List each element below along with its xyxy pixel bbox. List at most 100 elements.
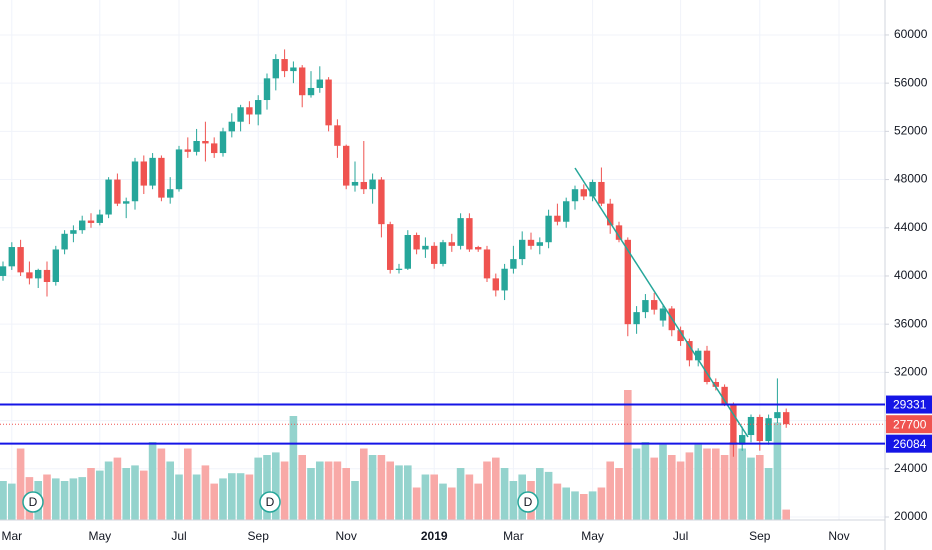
volume-bar <box>386 461 394 520</box>
candle-body <box>149 157 156 186</box>
candle-body <box>527 239 535 246</box>
volume-bar <box>571 491 579 520</box>
candle-body <box>483 249 491 279</box>
x-tick-label: May <box>88 529 111 543</box>
candle-body <box>131 161 139 202</box>
candle-body <box>43 269 51 282</box>
candle-body <box>475 247 482 250</box>
candle-body <box>571 189 579 202</box>
volume-bar <box>0 481 7 520</box>
volume-bar <box>465 474 474 520</box>
volume-bar <box>360 448 368 520</box>
volume-bar <box>668 455 676 520</box>
volume-bar <box>184 448 192 520</box>
x-tick-label: Mar <box>503 529 524 543</box>
volume-bar <box>685 452 694 520</box>
candle-body <box>466 218 473 250</box>
volume-bar <box>720 455 729 520</box>
dividend-marker: D <box>22 491 44 513</box>
volume-bar <box>562 487 570 520</box>
candle-body <box>501 268 508 291</box>
level-label: 29331 <box>893 398 927 412</box>
candle-body <box>651 300 658 310</box>
volume-bar <box>615 468 623 520</box>
candle-body <box>237 107 244 122</box>
volume-bar <box>703 448 711 520</box>
candle-body <box>439 242 447 264</box>
candle-body <box>519 239 526 260</box>
candle-body <box>193 140 200 152</box>
volume-bar <box>122 468 130 520</box>
candle-body <box>272 59 279 79</box>
y-tick-label: 36000 <box>894 316 928 330</box>
marker-circle <box>259 491 281 513</box>
y-tick-label: 56000 <box>894 75 928 89</box>
volume-bar <box>342 468 350 520</box>
volume-bar <box>148 442 157 520</box>
marker-label: D <box>29 495 38 509</box>
candle-body <box>730 403 737 445</box>
volume-bar <box>509 481 518 520</box>
y-tick-label: 48000 <box>894 172 928 186</box>
candle-body <box>299 67 306 96</box>
candle-body <box>448 242 455 246</box>
volume-bar <box>377 455 386 520</box>
candle-body <box>263 78 271 101</box>
volume-bar <box>289 416 298 520</box>
candle-body <box>765 418 772 442</box>
x-tick-label: Sep <box>248 529 270 543</box>
volume-bar <box>782 509 790 520</box>
volume-bar <box>272 452 280 520</box>
candle-body <box>246 107 253 115</box>
candle-body <box>8 247 15 267</box>
volume-bar <box>113 457 122 520</box>
x-tick-label: 2019 <box>421 529 448 543</box>
candle-body <box>422 245 429 250</box>
last-price-box <box>886 415 932 434</box>
volume-bar <box>659 444 667 520</box>
volume-bar <box>624 390 632 520</box>
marker-circle <box>22 491 44 513</box>
candle-body <box>598 181 605 204</box>
volume-bar <box>254 457 262 520</box>
candle-body <box>659 308 667 321</box>
candle-body <box>343 145 350 186</box>
candle-body <box>70 230 77 234</box>
volume-bar <box>368 455 377 520</box>
volume-bar <box>8 483 16 520</box>
candle-body <box>281 59 288 72</box>
volume-bar <box>52 478 60 520</box>
volume-bar <box>597 487 606 520</box>
candle-body <box>26 272 33 279</box>
candle-body <box>52 249 59 282</box>
candle-body <box>563 201 570 222</box>
volume-bar <box>140 470 148 520</box>
candle-body <box>87 220 95 223</box>
candle-body <box>721 386 728 404</box>
candle-body <box>695 350 702 361</box>
volume-bar <box>16 448 25 520</box>
candle-body <box>686 341 693 361</box>
candle-body <box>607 203 614 226</box>
candle-body <box>123 201 130 204</box>
candle-body <box>413 234 420 250</box>
candle-body <box>219 131 227 154</box>
candle-body <box>633 312 640 325</box>
candle-body <box>739 435 746 445</box>
candle-body <box>61 233 68 250</box>
volume-bar <box>694 444 702 520</box>
candle-body <box>307 87 315 96</box>
dividend-marker: D <box>517 491 539 513</box>
candle-body <box>96 214 103 223</box>
candle-body <box>0 266 7 276</box>
candle-body <box>677 330 684 342</box>
volume-bar <box>60 481 69 520</box>
candle-body <box>615 225 623 240</box>
volume-bar <box>492 457 500 520</box>
candle-body <box>395 268 403 270</box>
volume-bar <box>588 491 597 520</box>
volume-bar <box>606 461 614 520</box>
candle-body <box>545 215 552 243</box>
volume-bar <box>474 483 482 520</box>
